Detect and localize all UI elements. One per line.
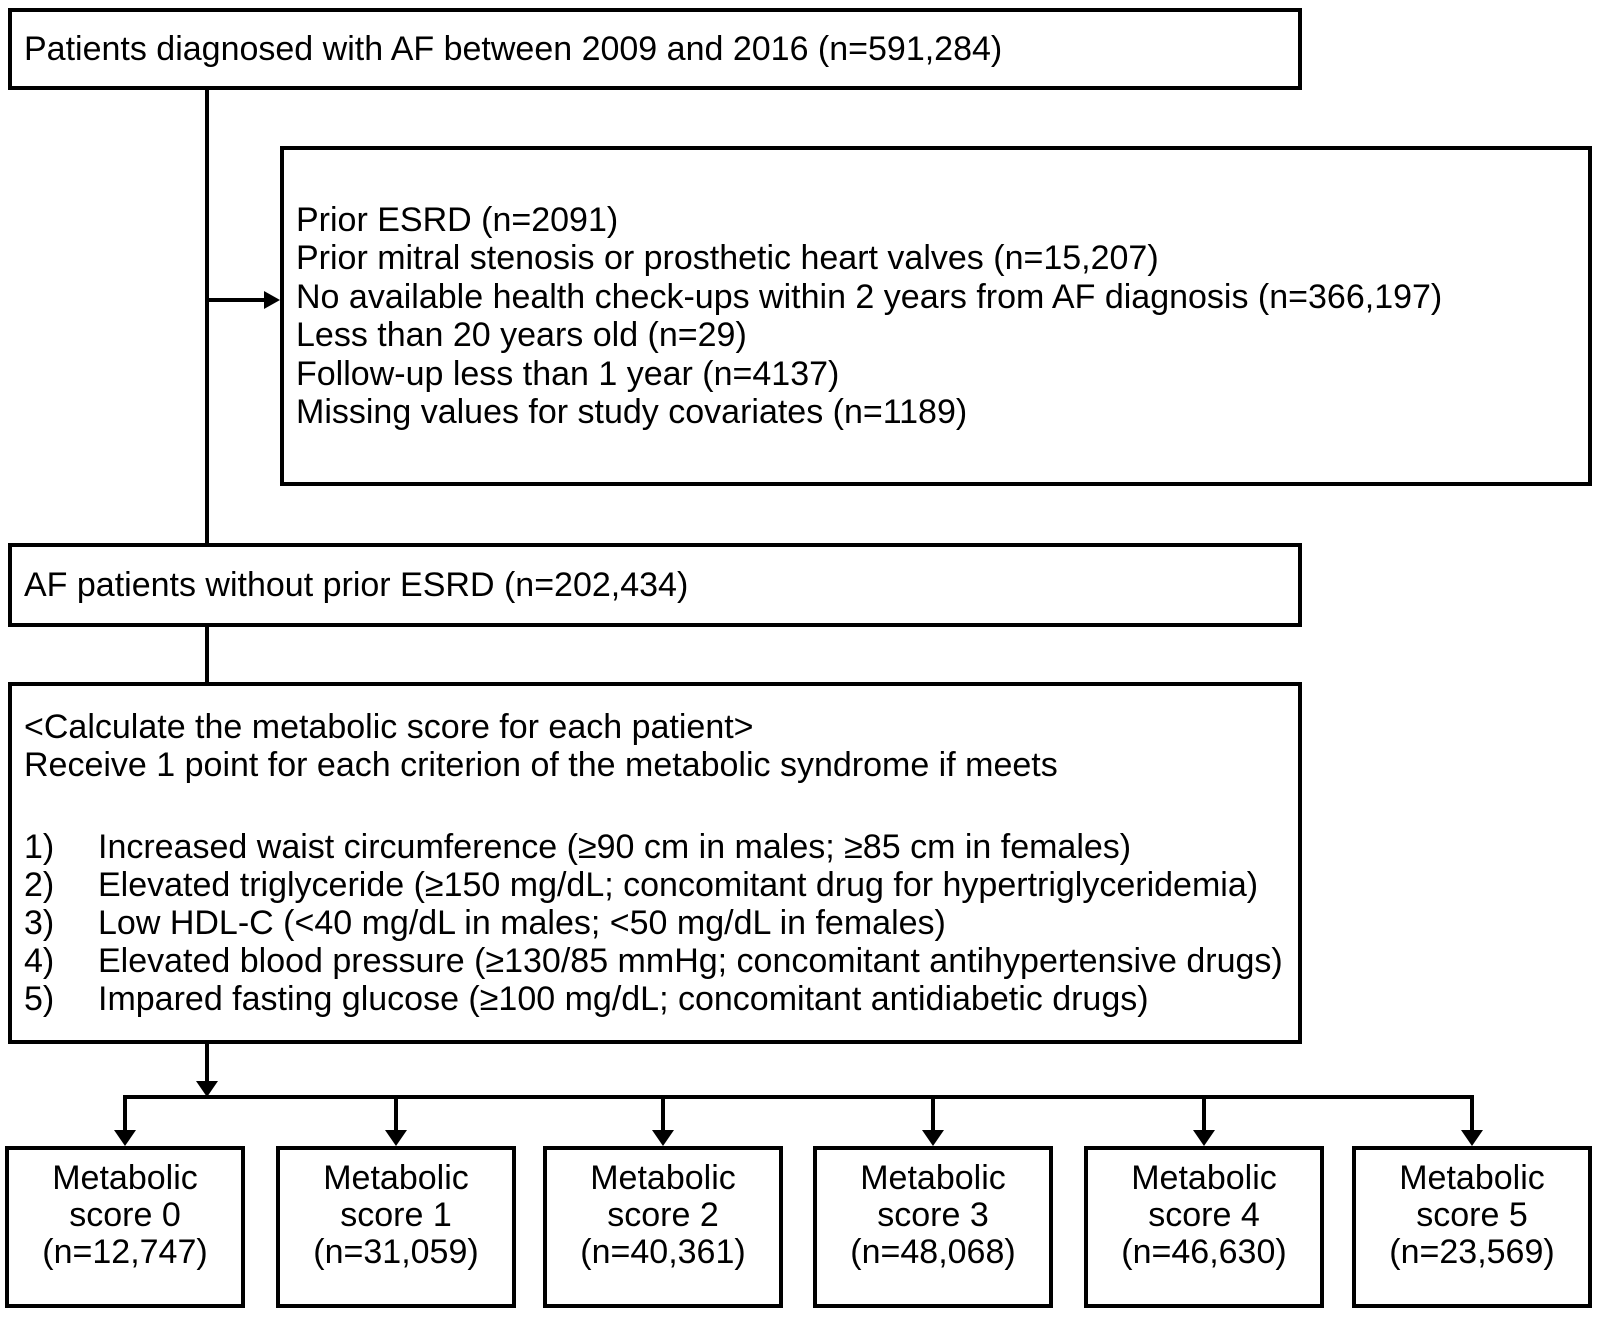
score-box-line: score 3 — [877, 1195, 989, 1234]
criterion-number: 5) — [24, 980, 55, 1018]
arrowhead-down-feed-icon — [196, 1081, 218, 1097]
criterion-text: Elevated triglyceride (≥150 mg/dL; conco… — [98, 866, 1259, 904]
connector-exclusion-branch — [207, 298, 266, 302]
box-metabolic-score-0: Metabolic score 0 (n=12,747) — [5, 1146, 245, 1308]
criterion-row: 4) Elevated blood pressure (≥130/85 mmHg… — [24, 942, 1298, 980]
box-metabolic-score-3: Metabolic score 3 (n=48,068) — [813, 1146, 1053, 1308]
arrowhead-down-score-3-icon — [922, 1130, 944, 1146]
connector-distribution-line — [123, 1095, 1474, 1099]
score-box-line: (n=46,630) — [1121, 1232, 1287, 1271]
score-box-line: Metabolic — [323, 1158, 469, 1197]
score-box-line: score 4 — [1148, 1195, 1260, 1234]
box-patients-diagnosed-text: Patients diagnosed with AF between 2009 … — [24, 30, 1003, 68]
criterion-text: Low HDL-C (<40 mg/dL in males; <50 mg/dL… — [98, 904, 946, 942]
connector-spine-middle — [205, 627, 209, 682]
score-box-line: Metabolic — [860, 1158, 1006, 1197]
criterion-text: Impared fasting glucose (≥100 mg/dL; con… — [98, 980, 1149, 1018]
connector-drop-score-5 — [1470, 1095, 1474, 1130]
box-metabolic-score-4: Metabolic score 4 (n=46,630) — [1084, 1146, 1324, 1308]
criterion-row: 2) Elevated triglyceride (≥150 mg/dL; co… — [24, 866, 1298, 904]
calc-header-line: <Calculate the metabolic score for each … — [24, 708, 754, 746]
score-box-line: Metabolic — [1131, 1158, 1277, 1197]
exclusion-line: Prior mitral stenosis or prosthetic hear… — [296, 239, 1159, 277]
connector-drop-score-2 — [661, 1095, 665, 1130]
score-box-line: score 2 — [607, 1195, 719, 1234]
box-af-without-esrd: AF patients without prior ESRD (n=202,43… — [8, 543, 1302, 627]
exclusion-line: No available health check-ups within 2 y… — [296, 277, 1443, 316]
score-box-line: Metabolic — [52, 1158, 198, 1197]
exclusion-line: Follow-up less than 1 year (n=4137) — [296, 354, 840, 393]
box-metabolic-score-1: Metabolic score 1 (n=31,059) — [276, 1146, 516, 1308]
connector-spine-bottom — [205, 1044, 209, 1081]
exclusion-line: Missing values for study covariates (n=1… — [296, 393, 968, 431]
connector-spine-top — [205, 90, 209, 543]
criterion-text: Elevated blood pressure (≥130/85 mmHg; c… — [98, 942, 1283, 980]
exclusion-line: Prior ESRD (n=2091) — [296, 200, 619, 239]
calc-header-line: Receive 1 point for each criterion of th… — [24, 746, 1058, 784]
criterion-number: 4) — [24, 942, 55, 980]
score-box-line: Metabolic — [1399, 1158, 1545, 1197]
arrowhead-down-score-2-icon — [652, 1130, 674, 1146]
box-metabolic-score-calc: <Calculate the metabolic score for each … — [8, 682, 1302, 1044]
criterion-row: 3) Low HDL-C (<40 mg/dL in males; <50 mg… — [24, 904, 1298, 942]
connector-drop-score-1 — [394, 1095, 398, 1130]
arrowhead-down-score-5-icon — [1461, 1130, 1483, 1146]
box-metabolic-score-2: Metabolic score 2 (n=40,361) — [543, 1146, 783, 1308]
arrowhead-right-exclusion-icon — [264, 291, 280, 309]
score-box-line: score 5 — [1416, 1195, 1528, 1234]
criterion-row: 1) Increased waist circumference (≥90 cm… — [24, 828, 1298, 866]
score-box-line: (n=23,569) — [1389, 1232, 1555, 1271]
score-box-line: Metabolic — [590, 1158, 736, 1197]
criterion-text: Increased waist circumference (≥90 cm in… — [98, 828, 1132, 866]
criterion-number: 1) — [24, 828, 55, 866]
score-box-line: score 0 — [69, 1195, 181, 1234]
arrowhead-down-score-4-icon — [1193, 1130, 1215, 1146]
arrowhead-down-score-1-icon — [385, 1130, 407, 1146]
exclusion-line: Less than 20 years old (n=29) — [296, 316, 747, 354]
box-af-without-esrd-text: AF patients without prior ESRD (n=202,43… — [24, 566, 689, 604]
score-box-line: (n=48,068) — [850, 1232, 1016, 1271]
box-metabolic-score-5: Metabolic score 5 (n=23,569) — [1352, 1146, 1592, 1308]
box-exclusions: Prior ESRD (n=2091) Prior mitral stenosi… — [280, 146, 1592, 486]
connector-drop-score-0 — [123, 1095, 127, 1130]
criterion-number: 2) — [24, 866, 55, 904]
connector-drop-score-3 — [931, 1095, 935, 1130]
score-box-line: (n=12,747) — [42, 1232, 208, 1271]
arrowhead-down-score-0-icon — [114, 1130, 136, 1146]
criterion-row: 5) Impared fasting glucose (≥100 mg/dL; … — [24, 980, 1298, 1018]
box-patients-diagnosed: Patients diagnosed with AF between 2009 … — [8, 8, 1302, 90]
calc-spacer — [24, 784, 1298, 828]
score-box-line: score 1 — [340, 1195, 452, 1234]
connector-drop-score-4 — [1202, 1095, 1206, 1130]
criterion-number: 3) — [24, 904, 55, 942]
score-box-line: (n=31,059) — [313, 1232, 479, 1271]
score-box-line: (n=40,361) — [580, 1232, 746, 1271]
